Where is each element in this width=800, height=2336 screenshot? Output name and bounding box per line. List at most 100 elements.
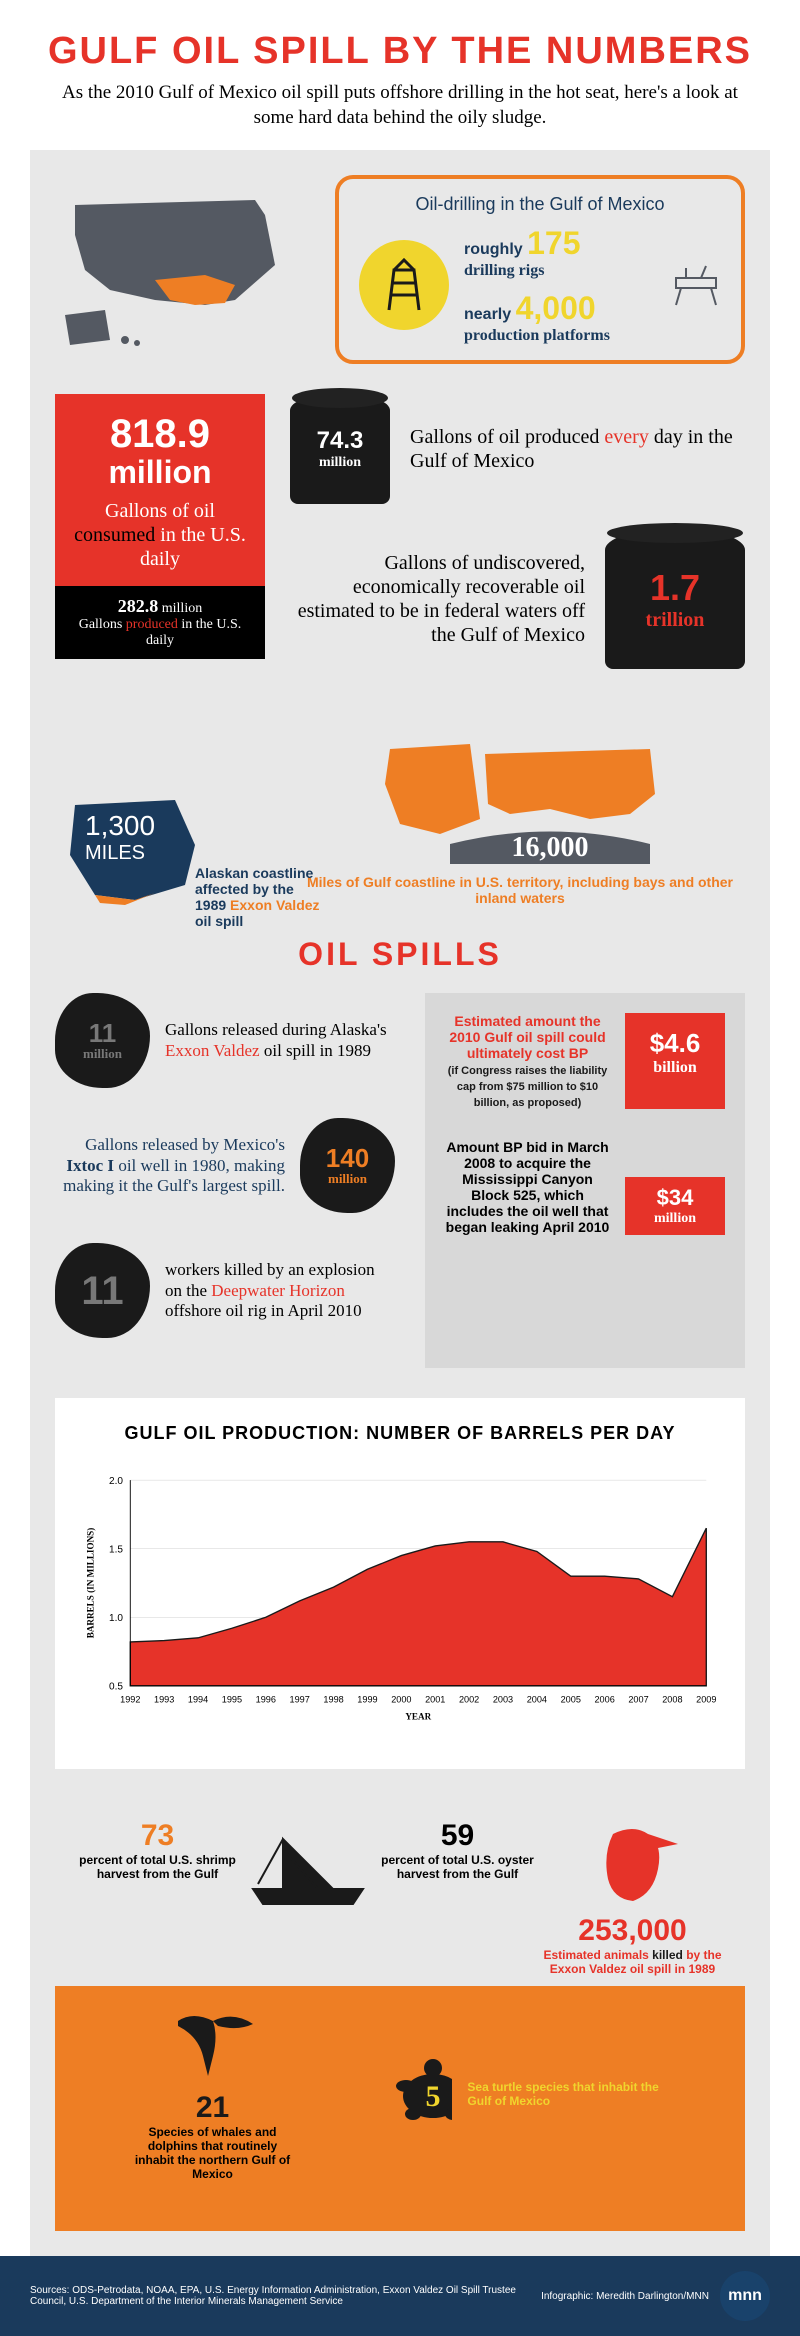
rigs-number: 175 bbox=[527, 225, 580, 261]
subtitle: As the 2010 Gulf of Mexico oil spill put… bbox=[40, 81, 760, 130]
main-title: GULF OIL SPILL BY THE NUMBERS bbox=[40, 30, 760, 73]
ixtoc-unit: million bbox=[328, 1171, 367, 1187]
pelican-icon bbox=[583, 1819, 683, 1909]
svg-text:2.0: 2.0 bbox=[109, 1476, 123, 1487]
svg-text:0.5: 0.5 bbox=[109, 1682, 123, 1693]
bp-cost-number: $4.6 bbox=[630, 1028, 720, 1059]
workers-text: workers killed by an explosion on the De… bbox=[165, 1260, 395, 1321]
wildlife-section: 73 percent of total U.S. shrimp harvest … bbox=[55, 1799, 745, 2231]
rigs-label: roughly bbox=[464, 241, 523, 258]
animals-killed-stat: 253,000 Estimated animals killed by the … bbox=[543, 1819, 723, 1976]
svg-text:1998: 1998 bbox=[323, 1695, 343, 1705]
barrel-icon: 74.3 million bbox=[290, 394, 390, 504]
consumption-row: 818.9 million Gallons of oil consumed in… bbox=[55, 394, 745, 694]
svg-text:2004: 2004 bbox=[527, 1695, 547, 1705]
coastline-row: 1,300 MILES Alaskan coastline affected b… bbox=[55, 734, 745, 906]
rigs-text: drilling rigs bbox=[464, 262, 656, 280]
svg-text:1999: 1999 bbox=[357, 1695, 377, 1705]
consumption-text: Gallons of oil consumed in the U.S. dail… bbox=[70, 499, 250, 571]
consumption-number: 818.9 bbox=[70, 414, 250, 454]
svg-text:YEAR: YEAR bbox=[405, 1712, 431, 1722]
svg-text:1996: 1996 bbox=[256, 1695, 276, 1705]
svg-text:1994: 1994 bbox=[188, 1695, 208, 1705]
drilling-callout: Oil-drilling in the Gulf of Mexico rough… bbox=[335, 175, 745, 364]
usa-map-icon bbox=[55, 175, 315, 355]
header: GULF OIL SPILL BY THE NUMBERS As the 201… bbox=[0, 0, 800, 150]
svg-text:2008: 2008 bbox=[662, 1695, 682, 1705]
bid-box: $34 million bbox=[625, 1177, 725, 1235]
svg-text:2009: 2009 bbox=[696, 1695, 716, 1705]
production-chart: GULF OIL PRODUCTION: NUMBER OF BARRELS P… bbox=[55, 1398, 745, 1769]
svg-text:1.5: 1.5 bbox=[109, 1545, 123, 1556]
spills-left: 11 million Gallons released during Alask… bbox=[55, 993, 395, 1368]
chart-title: GULF OIL PRODUCTION: NUMBER OF BARRELS P… bbox=[80, 1423, 720, 1444]
svg-text:2000: 2000 bbox=[391, 1695, 411, 1705]
valdez-number: 11 bbox=[89, 1020, 117, 1046]
svg-text:2002: 2002 bbox=[459, 1695, 479, 1705]
oil-splotch-icon: 11 million bbox=[55, 993, 150, 1088]
platforms-label: nearly bbox=[464, 306, 511, 323]
bp-cost-text: Estimated amount the 2010 Gulf oil spill… bbox=[445, 1013, 610, 1109]
daily-gallons-text: Gallons of oil produced every day in the… bbox=[410, 425, 745, 473]
daily-gallons-unit: million bbox=[319, 455, 361, 471]
recoverable-text: Gallons of undiscovered, economically re… bbox=[290, 551, 585, 647]
turtles-stat: 5 Sea turtle species that inhabit the Gu… bbox=[388, 2006, 668, 2181]
bid-number: $34 bbox=[630, 1185, 720, 1211]
bp-cost-box: $4.6 billion bbox=[625, 1013, 725, 1109]
alaska-block: 1,300 MILES Alaskan coastline affected b… bbox=[55, 775, 275, 865]
turtle-icon: 5 bbox=[388, 2056, 453, 2131]
shrimp-stat: 73 percent of total U.S. shrimp harvest … bbox=[78, 1819, 238, 1881]
oyster-stat: 59 percent of total U.S. oyster harvest … bbox=[378, 1819, 538, 1881]
svg-text:1995: 1995 bbox=[222, 1695, 242, 1705]
ixtoc-number: 140 bbox=[326, 1145, 369, 1171]
oil-splotch-icon: 11 bbox=[55, 1243, 150, 1338]
bid-unit: million bbox=[630, 1211, 720, 1227]
consumption-box: 818.9 million Gallons of oil consumed in… bbox=[55, 394, 265, 659]
svg-text:1993: 1993 bbox=[154, 1695, 174, 1705]
recoverable-unit: trillion bbox=[646, 609, 705, 632]
svg-text:2007: 2007 bbox=[628, 1695, 648, 1705]
svg-text:1992: 1992 bbox=[120, 1695, 140, 1705]
valdez-text: Gallons released during Alaska's Exxon V… bbox=[165, 1020, 395, 1061]
gulf-coastline-text: Miles of Gulf coastline in U.S. territor… bbox=[295, 874, 745, 906]
svg-text:16,000: 16,000 bbox=[512, 832, 589, 863]
platforms-text: production platforms bbox=[464, 327, 656, 345]
oil-rig-icon bbox=[359, 240, 449, 330]
workers-number: 11 bbox=[81, 1271, 123, 1311]
svg-text:5: 5 bbox=[425, 2080, 440, 2113]
spills-row: 11 million Gallons released during Alask… bbox=[55, 993, 745, 1368]
svg-text:2005: 2005 bbox=[561, 1695, 581, 1705]
barrel-icon: 1.7 trillion bbox=[605, 529, 745, 669]
content-panel: Oil-drilling in the Gulf of Mexico rough… bbox=[30, 150, 770, 2256]
mnn-logo-icon: mnn bbox=[720, 2271, 770, 2321]
production-box: 282.8 million Gallons produced in the U.… bbox=[55, 586, 265, 659]
whales-stat: 21 Species of whales and dolphins that r… bbox=[133, 2006, 293, 2181]
whale-tail-icon bbox=[158, 2006, 268, 2086]
svg-text:2006: 2006 bbox=[594, 1695, 614, 1705]
platforms-number: 4,000 bbox=[516, 290, 596, 326]
svg-text:2003: 2003 bbox=[493, 1695, 513, 1705]
footer: Sources: ODS-Petrodata, NOAA, EPA, U.S. … bbox=[0, 2256, 800, 2336]
barrel-stats: 74.3 million Gallons of oil produced eve… bbox=[290, 394, 745, 694]
svg-text:1997: 1997 bbox=[290, 1695, 310, 1705]
consumption-unit: million bbox=[70, 454, 250, 491]
recoverable-number: 1.7 bbox=[650, 567, 700, 609]
svg-text:1.0: 1.0 bbox=[109, 1613, 123, 1624]
alaska-miles-number: 1,300 bbox=[85, 810, 275, 842]
spills-heading: OIL SPILLS bbox=[55, 936, 745, 973]
gulf-states-icon: 16,000 bbox=[370, 734, 670, 864]
svg-text:2001: 2001 bbox=[425, 1695, 445, 1705]
credit-text: Infographic: Meredith Darlington/MNN bbox=[541, 2291, 709, 2302]
valdez-unit: million bbox=[83, 1046, 122, 1062]
bp-cost-unit: billion bbox=[630, 1059, 720, 1077]
alaska-miles-unit: MILES bbox=[85, 842, 275, 865]
gulf-states-block: 16,000 Miles of Gulf coastline in U.S. t… bbox=[295, 734, 745, 906]
chart-svg: 0.5 1.0 1.5 2.0 1992 1993 1994 1995 1996 1997 1998… bbox=[80, 1459, 720, 1739]
callout-title: Oil-drilling in the Gulf of Mexico bbox=[359, 194, 721, 215]
shrimp-boat-icon bbox=[243, 1819, 373, 1919]
spills-right: Estimated amount the 2010 Gulf oil spill… bbox=[425, 993, 745, 1368]
daily-gallons-number: 74.3 bbox=[317, 427, 364, 455]
svg-text:BARRELS (IN MILLIONS): BARRELS (IN MILLIONS) bbox=[86, 1528, 96, 1639]
oil-splotch-icon: 140 million bbox=[300, 1118, 395, 1213]
platform-icon bbox=[671, 263, 721, 308]
